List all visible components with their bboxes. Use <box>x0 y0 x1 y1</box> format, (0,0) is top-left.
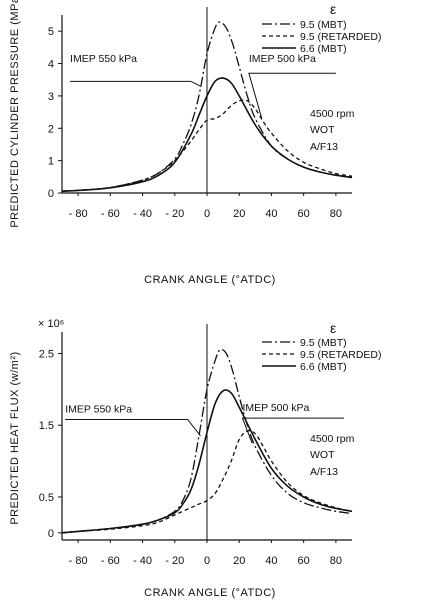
heatflux-panel: PREDICTED HEAT FLUX (w/m²) × 10⁶ 0 0.5 1.5… <box>9 318 381 599</box>
pressure-panel: PREDICTED CYLINDER PRESSURE (MPa) 012345… <box>9 0 381 286</box>
pressure-series-6-6-mbt <box>61 77 353 192</box>
pressure-y-tick-label: 0 <box>48 188 54 200</box>
pressure-annotation-label: IMEP 500 kPa <box>249 53 316 65</box>
heatflux-x-tick-label: 40 <box>265 555 277 567</box>
heatflux-legend-label-ret95: 9.5 (RETARDED) <box>300 349 381 361</box>
heatflux-y-tick-label: 2.5 <box>39 349 54 361</box>
pressure-x-tick-label: - 20 <box>165 208 184 220</box>
pressure-series <box>61 21 353 192</box>
heatflux-x-tick-label: 80 <box>330 555 342 567</box>
pressure-y-axis-label: PREDICTED CYLINDER PRESSURE (MPa) <box>9 0 21 228</box>
pressure-series-9-5-retarded <box>61 99 353 192</box>
heatflux-x-tick-label: 0 <box>204 555 210 567</box>
heatflux-condition-rpm: 4500 rpm <box>310 433 355 445</box>
pressure-y-ticks: 0 1 2 3 4 5 <box>48 26 62 200</box>
heatflux-y-tick-label: 1.5 <box>39 420 54 432</box>
pressure-condition-af: A/F13 <box>310 141 338 153</box>
pressure-condition-wot: WOT <box>310 124 335 136</box>
heatflux-y-multiplier: × 10⁶ <box>38 318 64 330</box>
pressure-y-tick-label: 3 <box>48 91 54 103</box>
heatflux-series-9-5-retarded <box>61 430 353 534</box>
pressure-x-tick-label: - 80 <box>69 208 88 220</box>
heatflux-x-axis-label: CRANK ANGLE (°ATDC) <box>144 587 276 599</box>
pressure-x-tick-label: 60 <box>298 208 310 220</box>
pressure-annotation-leader <box>248 72 336 119</box>
heatflux-annotation-leader <box>241 417 344 444</box>
pressure-y-tick-label: 2 <box>48 123 54 135</box>
pressure-annotation-leader <box>70 80 201 87</box>
heatflux-condition-af: A/F13 <box>310 466 338 478</box>
heatflux-x-tick-label: - 40 <box>133 555 152 567</box>
heatflux-y-tick-label: 0 <box>48 528 54 540</box>
heatflux-x-tick-label: - 80 <box>69 555 88 567</box>
pressure-conditions: 4500 rpm WOT A/F13 <box>310 108 355 153</box>
pressure-x-ticks: - 80 - 60 - 40 - 20 0 20 40 60 80 <box>69 193 342 220</box>
heatflux-legend-title: ε <box>330 320 336 336</box>
heatflux-legend-label-mbt66: 6.6 (MBT) <box>300 361 347 373</box>
heatflux-y-ticks: 0 0.5 1.5 2.5 <box>39 349 62 540</box>
heatflux-conditions: 4500 rpm WOT A/F13 <box>310 433 355 478</box>
pressure-x-tick-label: - 60 <box>101 208 120 220</box>
pressure-legend-label-mbt95: 9.5 (MBT) <box>300 19 347 31</box>
pressure-legend-title: ε <box>330 1 336 17</box>
heatflux-y-axis-label: PREDICTED HEAT FLUX (w/m²) <box>9 351 21 524</box>
pressure-x-tick-label: - 40 <box>133 208 152 220</box>
pressure-x-tick-label: 0 <box>204 208 210 220</box>
pressure-y-tick-label: 4 <box>48 59 54 71</box>
heatflux-x-tick-label: 20 <box>233 555 245 567</box>
heatflux-x-tick-label: - 20 <box>165 555 184 567</box>
pressure-x-tick-label: 80 <box>330 208 342 220</box>
heatflux-annotation-leader <box>65 419 201 437</box>
pressure-y-tick-label: 5 <box>48 26 54 38</box>
heatflux-legend: ε 9.5 (MBT) 9.5 (RETARDED) 6.6 (MBT) <box>262 320 381 373</box>
pressure-annotation-label: IMEP 550 kPa <box>70 53 137 65</box>
heatflux-annotation-label: IMEP 550 kPa <box>65 403 132 415</box>
heatflux-annotation-label: IMEP 500 kPa <box>242 402 309 414</box>
heatflux-legend-label-mbt95: 9.5 (MBT) <box>300 337 347 349</box>
pressure-annotations: IMEP 550 kPa IMEP 500 kPa <box>70 53 336 119</box>
heatflux-series-6-6-mbt <box>61 389 353 534</box>
pressure-x-tick-label: 20 <box>233 208 245 220</box>
heatflux-condition-wot: WOT <box>310 449 335 461</box>
pressure-condition-rpm: 4500 rpm <box>310 108 355 120</box>
pressure-legend-label-mbt66: 6.6 (MBT) <box>300 43 347 55</box>
pressure-legend-label-ret95: 9.5 (RETARDED) <box>300 31 381 43</box>
heatflux-x-ticks: - 80 - 60 - 40 - 20 0 20 40 60 80 <box>69 540 342 567</box>
pressure-x-tick-label: 40 <box>265 208 277 220</box>
heatflux-x-tick-label: - 60 <box>101 555 120 567</box>
pressure-y-tick-label: 1 <box>48 156 54 168</box>
pressure-x-axis-label: CRANK ANGLE (°ATDC) <box>144 274 276 286</box>
heatflux-series <box>61 348 353 534</box>
heatflux-annotations: IMEP 550 kPa IMEP 500 kPa <box>65 402 344 444</box>
pressure-legend: ε 9.5 (MBT) 9.5 (RETARDED) 6.6 (MBT) <box>262 1 381 55</box>
heatflux-x-tick-label: 60 <box>298 555 310 567</box>
heatflux-y-tick-label: 0.5 <box>39 492 54 504</box>
